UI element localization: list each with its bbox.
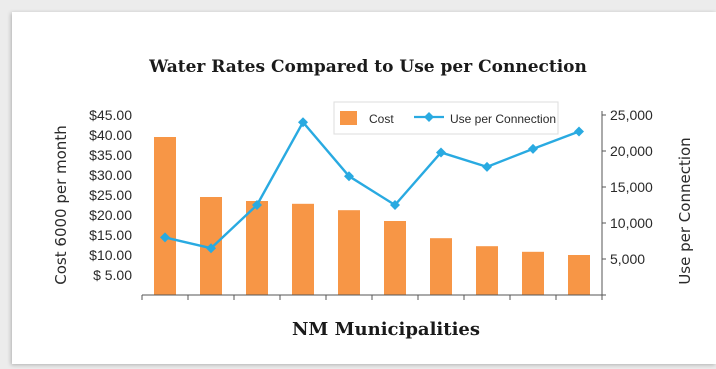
bar-cost-7 <box>430 238 452 295</box>
y-tick-label-8: $40.00 <box>89 127 132 143</box>
legend: Cost Use per Connection <box>333 101 559 135</box>
legend-label-cost: Cost <box>369 112 394 126</box>
y-tick-label-3: $15.00 <box>89 227 132 243</box>
y-tick-label-4: $20.00 <box>89 207 132 223</box>
point-use-10 <box>574 126 584 137</box>
bar-cost-5 <box>338 210 360 295</box>
chart-svg: Water Rates Compared to Use per Connecti… <box>52 57 694 340</box>
point-use-6 <box>390 200 400 210</box>
y2-tick-label-1: 5,000 <box>610 251 645 267</box>
point-use-9 <box>528 143 538 154</box>
legend-marker-use <box>424 112 434 122</box>
y-tick-label-9: $45.00 <box>89 107 132 123</box>
bar-cost-3 <box>246 201 268 295</box>
line-layer <box>160 117 584 254</box>
y-tick-label-2: $10.00 <box>89 247 132 263</box>
y-tick-label-1: $ 5.00 <box>93 267 132 283</box>
point-use-3 <box>252 200 262 210</box>
chart-title: Water Rates Compared to Use per Connecti… <box>148 57 587 77</box>
y-tick-label-6: $30.00 <box>89 167 132 183</box>
y2-tick-label-5: 25,000 <box>610 107 653 123</box>
point-use-1 <box>160 232 170 243</box>
legend-swatch-cost <box>340 111 357 125</box>
y-tick-label-7: $35.00 <box>89 147 132 163</box>
chart-card: Water Rates Compared to Use per Connecti… <box>12 12 716 364</box>
legend-label-use: Use per Connection <box>450 112 556 126</box>
y2-tick-label-4: 20,000 <box>610 143 653 159</box>
y2-axis-label: Use per Connection <box>676 137 694 284</box>
point-use-5 <box>344 171 354 182</box>
y-axis-label: Cost 6000 per month <box>52 125 70 284</box>
legend-box <box>333 101 559 135</box>
y-tick-label-5: $25.00 <box>89 187 132 203</box>
axes-layer: $ 5.00 $10.00 $15.00 $20.00 $25.00 $30.00 $35.… <box>89 107 653 300</box>
point-use-2 <box>206 243 216 254</box>
point-use-7 <box>436 147 446 158</box>
series-line-use <box>164 120 580 250</box>
bar-cost-6 <box>384 221 406 295</box>
bar-cost-10 <box>568 255 590 295</box>
y2-tick-label-3: 15,000 <box>610 179 653 195</box>
point-use-8 <box>482 161 492 172</box>
y2-tick-label-2: 10,000 <box>610 215 653 231</box>
bar-cost-1 <box>154 137 176 295</box>
x-axis-label: NM Municipalities <box>292 319 480 340</box>
point-use-4 <box>298 117 308 128</box>
bar-cost-9 <box>522 251 544 295</box>
bars-layer <box>154 137 590 295</box>
bar-cost-4 <box>292 203 314 295</box>
bar-cost-8 <box>476 246 498 295</box>
